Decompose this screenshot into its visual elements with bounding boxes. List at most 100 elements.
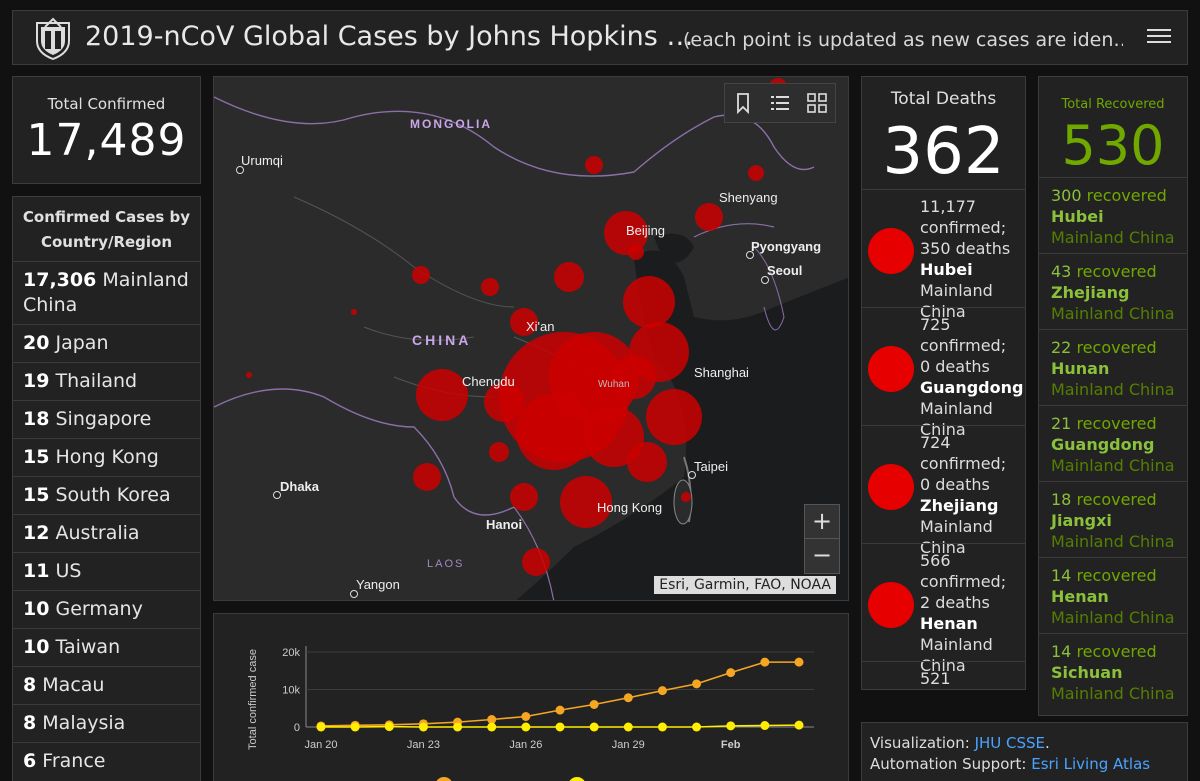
country-list-item[interactable]: 15 Hong Kong [13, 438, 200, 476]
case-circle [522, 548, 550, 576]
hamburger-menu-icon[interactable] [1147, 25, 1171, 49]
zoom-out-button[interactable]: − [811, 541, 833, 569]
death-count: 2 deaths [920, 593, 990, 612]
death-region: Mainland China [920, 281, 993, 321]
recovered-region: Mainland China [1051, 532, 1175, 551]
map-label-mongolia: MONGOLIA [410, 117, 492, 131]
data-point [726, 668, 736, 678]
country-count: 10 [23, 598, 50, 620]
total-recovered-label: Total Recovered [1061, 97, 1165, 112]
map-label-china: CHINA [412, 332, 471, 348]
data-point [692, 722, 702, 732]
country-list-item[interactable]: 20 Japan [13, 324, 200, 362]
country-list-item[interactable]: 19 Thailand [13, 362, 200, 400]
country-list-item[interactable]: 10 Germany [13, 590, 200, 628]
recovered-list-item[interactable]: 18 recovered Jiangxi Mainland China [1039, 481, 1187, 557]
data-point [657, 686, 667, 696]
death-confirmed: 521 [920, 669, 951, 688]
death-region: Mainland China [920, 517, 993, 557]
data-point [384, 722, 394, 732]
qr-grid-icon[interactable] [805, 91, 829, 115]
country-list-item[interactable]: 8 Malaysia [13, 704, 200, 742]
case-circle [510, 308, 538, 336]
country-count: 20 [23, 332, 50, 354]
recovered-list-item[interactable]: 300 recovered Hubei Mainland China [1039, 177, 1187, 253]
death-list-item[interactable]: 521 [862, 661, 1025, 689]
case-circle [413, 463, 441, 491]
case-circle [489, 442, 509, 462]
country-name: Singapore [55, 408, 152, 430]
map-canvas[interactable]: MONGOLIA CHINA LAOS Urumqi Shenyang Beij… [214, 77, 849, 601]
death-confirmed: 724 confirmed; [920, 433, 1007, 473]
recovered-region: Mainland China [1051, 380, 1175, 399]
visualization-label: Visualization: [870, 734, 970, 752]
bookmark-icon[interactable] [731, 91, 755, 115]
recovered-list-item[interactable]: 14 recovered Sichuan Mainland China [1039, 633, 1187, 709]
country-list-item[interactable]: 8 Macau [13, 666, 200, 704]
country-count: 8 [23, 712, 37, 734]
case-circles[interactable] [246, 78, 787, 576]
case-circle [623, 276, 675, 328]
case-circle [412, 266, 430, 284]
recovered-list-item[interactable]: 21 recovered Guangdong Mainland China [1039, 405, 1187, 481]
country-list-item[interactable]: 17,306 Mainland China [13, 261, 200, 324]
country-count: 15 [23, 446, 50, 468]
map-label-shenyang: Shenyang [719, 190, 778, 205]
country-count: 19 [23, 370, 50, 392]
country-list-item[interactable]: 10 Taiwan [13, 628, 200, 666]
case-circle [604, 211, 648, 255]
case-dot-icon [868, 464, 914, 510]
legend-marker [569, 777, 585, 781]
jhu-csse-link[interactable]: JHU CSSE [974, 734, 1046, 752]
recovered-count: 43 [1051, 262, 1072, 281]
country-list-item[interactable]: 18 Singapore [13, 400, 200, 438]
death-confirmed: 566 confirmed; [920, 551, 1007, 591]
recovered-province: Hubei [1051, 207, 1104, 226]
death-list-item[interactable]: 725 confirmed; 0 deaths Guangdong Mainland… [862, 307, 1025, 439]
recovered-region: Mainland China [1051, 228, 1175, 247]
country-list: 17,306 Mainland China 20 Japan 19 Thailand… [13, 261, 200, 780]
death-region: Mainland China [920, 399, 993, 439]
data-point [726, 721, 736, 731]
recovered-count: 22 [1051, 338, 1072, 357]
death-list-item[interactable]: 724 confirmed; 0 deaths Zhejiang Mainland … [862, 425, 1025, 557]
zoom-in-button[interactable]: + [805, 505, 839, 539]
death-count: 0 deaths [920, 357, 990, 376]
country-list-item[interactable]: 12 Australia [13, 514, 200, 552]
data-point [487, 715, 497, 724]
data-point [760, 657, 770, 667]
country-list-item[interactable]: 6 France [13, 742, 200, 780]
map-view[interactable]: MONGOLIA CHINA LAOS Urumqi Shenyang Beij… [213, 76, 849, 601]
border-line [214, 96, 815, 177]
esri-living-atlas-link[interactable]: Esri Living Atlas [1031, 755, 1151, 773]
country-count: 15 [23, 484, 50, 506]
y-tick-label: 0 [294, 722, 300, 734]
recovered-list-item[interactable]: 43 recovered Zhejiang Mainland China [1039, 253, 1187, 329]
recovered-list-item[interactable]: 14 recovered Henan Mainland China [1039, 557, 1187, 633]
case-circle [416, 369, 468, 421]
map-label-laos: LAOS [427, 558, 464, 570]
country-name: Mainland China [23, 269, 189, 316]
city-dot [273, 491, 281, 499]
country-list-panel: Confirmed Cases by Country/Region 17,306… [12, 196, 201, 781]
recovered-list-item[interactable]: 22 recovered Hunan Mainland China [1039, 329, 1187, 405]
list-icon[interactable] [768, 91, 792, 115]
death-list-item[interactable]: 11,177 confirmed; 350 deaths Hubei Mainlan… [862, 189, 1025, 321]
map-label-seoul: Seoul [767, 263, 802, 278]
recovered-count: 21 [1051, 414, 1072, 433]
case-circle [681, 492, 691, 502]
death-list-item[interactable]: 566 confirmed; 2 deaths Henan Mainland Chi… [862, 543, 1025, 675]
x-tick-label: Feb [721, 739, 741, 751]
case-circle [516, 394, 592, 470]
map-toolbar [724, 83, 836, 123]
recovered-count: 14 [1051, 566, 1072, 585]
country-list-item[interactable]: 15 South Korea [13, 476, 200, 514]
data-point [316, 722, 326, 732]
data-point [521, 722, 531, 732]
country-list-item[interactable]: 11 US [13, 552, 200, 590]
case-circle [627, 442, 667, 482]
case-circle [612, 355, 656, 399]
deaths-list: 11,177 confirmed; 350 deaths Hubei Mainlan… [862, 189, 1025, 689]
country-list-heading: Confirmed Cases by Country/Region [22, 208, 191, 251]
case-dot-icon [868, 346, 914, 392]
